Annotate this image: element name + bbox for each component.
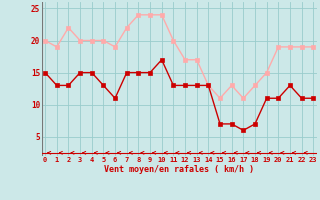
X-axis label: Vent moyen/en rafales ( km/h ): Vent moyen/en rafales ( km/h ) xyxy=(104,165,254,174)
